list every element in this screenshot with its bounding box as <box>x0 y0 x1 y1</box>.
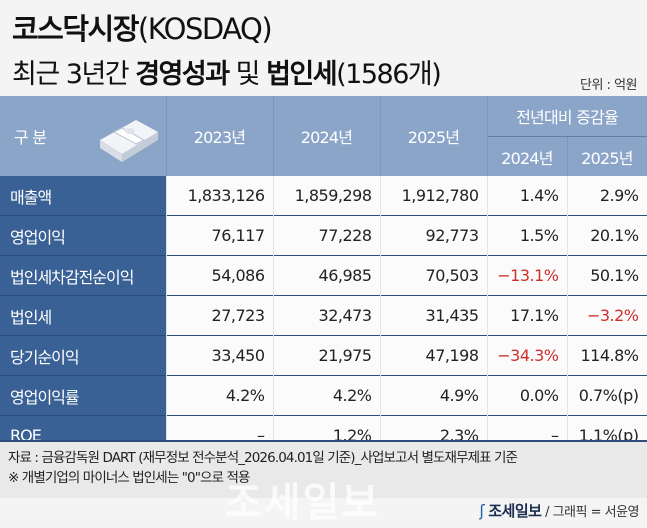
table-cell: 50.1% <box>567 255 647 296</box>
table-cell: 32,473 <box>273 295 381 336</box>
watermark: 조세일보 <box>225 480 381 526</box>
table-cell: 46,985 <box>273 255 381 296</box>
table-cell: 4.9% <box>380 375 488 416</box>
table-cell: 2.9% <box>567 176 647 216</box>
header-label: 구 분 <box>0 96 167 176</box>
table-cell: 20.1% <box>567 215 647 256</box>
table-cell: −13.1% <box>487 255 568 296</box>
footer-band <box>0 440 647 498</box>
table-cell: 27,723 <box>166 295 274 336</box>
row-label: 영업이익률 <box>0 375 167 416</box>
header-group-year: 2025년 <box>567 136 647 176</box>
table-cell: 1,833,126 <box>166 176 274 216</box>
table-cell: 54,086 <box>166 255 274 296</box>
table-cell: −3.2% <box>567 295 647 336</box>
title-main: 코스닥시장(KOSDAQ) <box>12 12 273 46</box>
row-label: 법인세 <box>0 295 167 336</box>
table-row: 법인세 27,723 32,473 31,435 17.1% −3.2% <box>0 295 647 336</box>
table-cell: −34.3% <box>487 335 568 376</box>
table-row: 영업이익률 4.2% 4.2% 4.9% 0.0% 0.7%(p) <box>0 375 647 416</box>
table-cell: 1.4% <box>487 176 568 216</box>
table-row: 당기순이익 33,450 21,975 47,198 −34.3% 114.8% <box>0 335 647 376</box>
table-cell: 1,912,780 <box>380 176 488 216</box>
table-cell: 77,228 <box>273 215 381 256</box>
row-label: 당기순이익 <box>0 335 167 376</box>
unit-label: 단위 : 억원 <box>580 78 638 93</box>
table-cell: 70,503 <box>380 255 488 296</box>
table-row: 법인세차감전순이익 54,086 46,985 70,503 −13.1% 50.1% <box>0 255 647 296</box>
table-row: 영업이익 76,117 77,228 92,773 1.5% 20.1% <box>0 215 647 256</box>
header-group-year: 2024년 <box>487 136 568 176</box>
table-cell: 1,859,298 <box>273 176 381 216</box>
header-year: 2025년 <box>380 96 488 176</box>
table-cell: 114.8% <box>567 335 647 376</box>
joseilbo-logo-icon: ʃ <box>479 501 485 520</box>
table-cell: 47,198 <box>380 335 488 376</box>
header-year: 2023년 <box>166 96 274 176</box>
source-note: 자료 : 금융감독원 DART (재무정보 전수분석_2026.04.01일 기… <box>8 450 518 466</box>
table-cell: 17.1% <box>487 295 568 336</box>
table-row: 매출액 1,833,126 1,859,298 1,912,780 1.4% 2.9% <box>0 176 647 216</box>
row-label: 매출액 <box>0 176 167 216</box>
table-cell: 4.2% <box>166 375 274 416</box>
table-cell: 92,773 <box>380 215 488 256</box>
header-year: 2024년 <box>273 96 381 176</box>
table-cell: 1.5% <box>487 215 568 256</box>
table-cell: 33,450 <box>166 335 274 376</box>
table-cell: 0.7%(p) <box>567 375 647 416</box>
table-cell: 0.0% <box>487 375 568 416</box>
credit: ʃ 조세일보 / 그래픽 = 서윤영 <box>479 501 639 520</box>
table-cell: 31,435 <box>380 295 488 336</box>
table-cell: 21,975 <box>273 335 381 376</box>
table-cell: 76,117 <box>166 215 274 256</box>
header-group: 전년대비 증감율 <box>487 96 647 137</box>
row-label: ROE <box>0 415 167 455</box>
table-cell: 4.2% <box>273 375 381 416</box>
footnote: ※ 개별기업의 마이너스 법인세는 "0"으로 적용 <box>8 470 250 486</box>
data-table: 구 분 2023년 2024년 2025년 전년대비 증감율 2024년 202… <box>0 96 647 455</box>
row-label: 법인세차감전순이익 <box>0 255 167 296</box>
money-bundle-icon <box>100 120 158 162</box>
title-sub: 최근 3년간 경영성과 및 법인세(1586개) <box>12 59 442 90</box>
row-label: 영업이익 <box>0 215 167 256</box>
